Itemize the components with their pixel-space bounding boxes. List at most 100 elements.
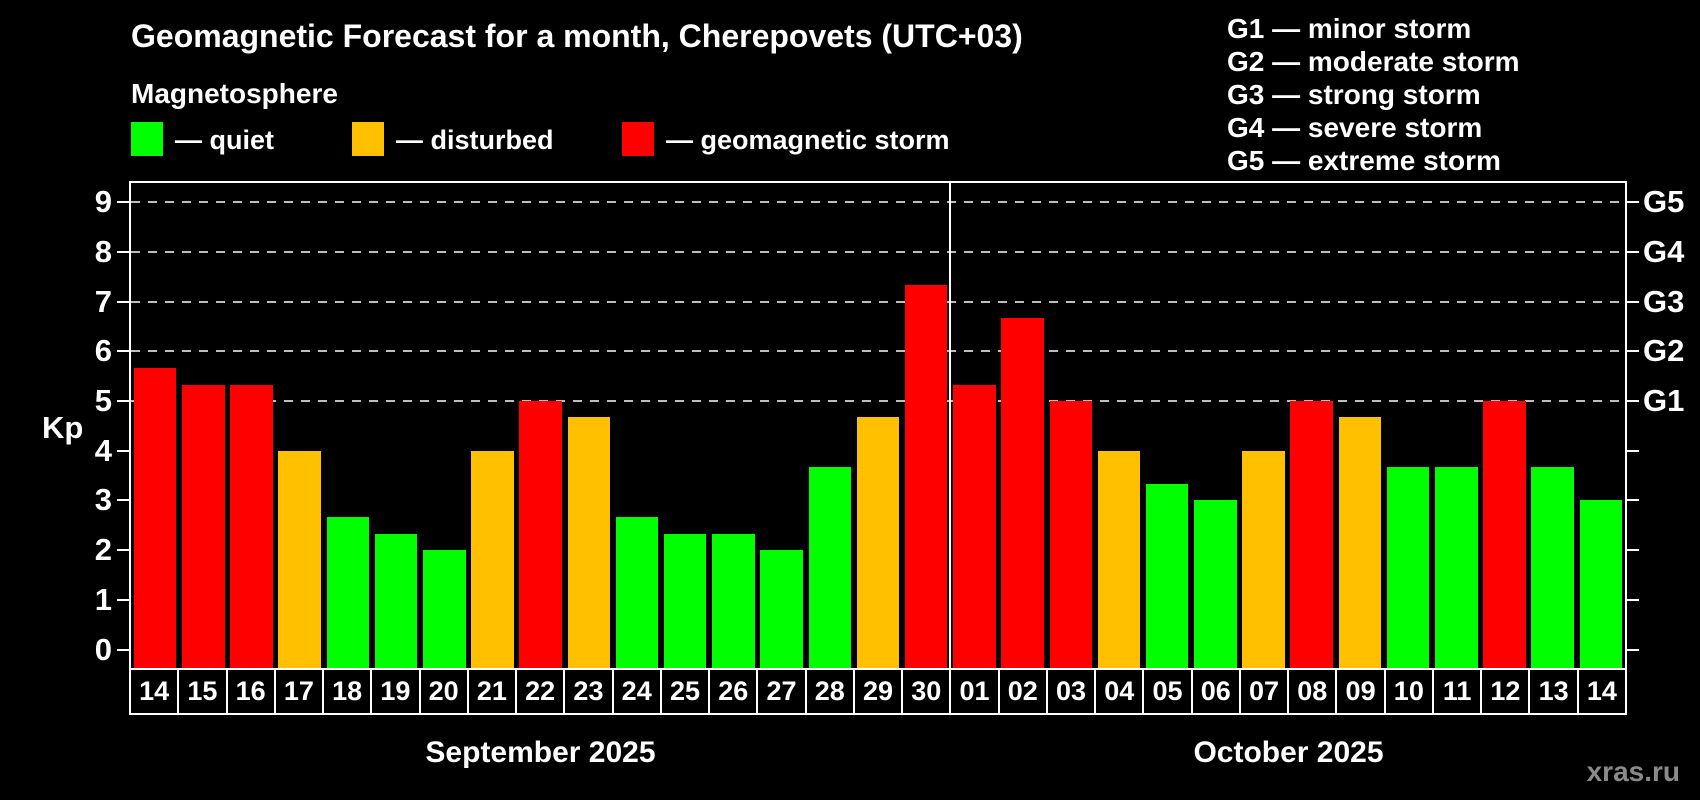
- kp-bar-september-24: [615, 516, 659, 668]
- kp-bar-september-14: [133, 367, 177, 668]
- x-axis-day-september-29: 29: [854, 670, 902, 713]
- kp-bar-september-21: [471, 450, 514, 668]
- kp-bar-october-13: [1531, 467, 1574, 668]
- storm-scale-g1: G1 — minor storm: [1227, 13, 1472, 44]
- kp-bar-september-30: [904, 285, 948, 668]
- y-tick-right-1: [1627, 598, 1639, 601]
- x-axis-day-october-03: 03: [1047, 670, 1095, 713]
- y-tick-right-6: [1627, 350, 1639, 353]
- gridline-kp9: [131, 201, 1625, 204]
- kp-bar-september-28: [808, 467, 852, 668]
- kp-bar-october-07: [1242, 450, 1285, 668]
- storm-legend-label: — geomagnetic storm: [666, 125, 950, 155]
- x-axis-day-october-12: 12: [1482, 670, 1529, 713]
- x-axis-day-september-22: 22: [517, 670, 564, 713]
- x-axis-day-september-21: 21: [468, 670, 516, 713]
- y-tick-right-5: [1627, 400, 1639, 402]
- gridline-kp8: [131, 250, 1625, 253]
- quiet-legend-swatch: [131, 122, 163, 156]
- y-axis-label-5: 5: [94, 383, 112, 418]
- y-tick-left-1: [117, 598, 129, 601]
- x-axis-day-september-14: 14: [131, 670, 178, 713]
- storm-scale-g2: G2 — moderate storm: [1227, 46, 1520, 77]
- disturbed-legend-label: — disturbed: [396, 125, 554, 155]
- x-axis-day-september-24: 24: [613, 670, 660, 713]
- kp-bar-september-18: [326, 516, 370, 668]
- kp-bar-september-25: [663, 533, 707, 668]
- kp-bar-september-23: [567, 417, 611, 668]
- storm-scale-legend: G1 — minor storm G2 — moderate storm G3 …: [1227, 12, 1520, 177]
- storm-scale-g3: G3 — strong storm: [1227, 79, 1481, 110]
- y-axis-label-7: 7: [94, 283, 112, 319]
- kp-bar-october-09: [1338, 417, 1382, 668]
- kp-bar-september-15: [182, 384, 225, 668]
- y-axis-label-1: 1: [94, 581, 112, 617]
- kp-bar-september-29: [856, 417, 900, 668]
- y-tick-left-0: [117, 648, 129, 651]
- x-axis-day-september-28: 28: [806, 670, 853, 713]
- x-axis-day-september-25: 25: [661, 670, 709, 713]
- x-axis-day-september-17: 17: [275, 670, 323, 713]
- kp-bar-october-01: [953, 384, 996, 668]
- y-tick-right-4: [1627, 449, 1639, 452]
- x-axis-day-september-18: 18: [324, 670, 371, 713]
- y-tick-right-8: [1627, 250, 1639, 253]
- kp-bar-october-03: [1049, 401, 1093, 668]
- y-tick-right-0: [1627, 648, 1639, 651]
- x-axis-day-october-02: 02: [999, 670, 1046, 713]
- y-tick-left-5: [117, 400, 129, 402]
- x-axis-day-october-08: 08: [1289, 670, 1336, 713]
- storm-legend-swatch: [622, 122, 654, 156]
- gridline-kp7: [131, 300, 1625, 303]
- y-axis-label-0: 0: [94, 631, 112, 667]
- storm-scale-g5: G5 — extreme storm: [1227, 145, 1501, 176]
- y-axis-label-9: 9: [94, 184, 112, 220]
- kp-bar-september-22: [519, 401, 562, 668]
- y-tick-left-4: [117, 449, 129, 452]
- x-axis-day-october-13: 13: [1530, 670, 1577, 713]
- y-axis-label-4: 4: [94, 432, 112, 468]
- month-label-october: October 2025: [1193, 736, 1384, 769]
- y-tick-left-6: [117, 350, 129, 353]
- y-tick-left-7: [117, 300, 129, 303]
- month-label-september: September 2025: [425, 736, 656, 769]
- kp-bar-september-19: [374, 533, 418, 668]
- kp-bar-october-04: [1097, 450, 1141, 668]
- x-axis-day-october-10: 10: [1385, 670, 1432, 713]
- x-axis-day-september-26: 26: [710, 670, 757, 713]
- x-axis-day-october-06: 06: [1192, 670, 1239, 713]
- gridline-kp5: [131, 400, 1625, 402]
- chart-subtitle: Magnetosphere: [131, 78, 338, 109]
- kp-bar-october-02: [1001, 318, 1044, 668]
- x-axis-day-september-15: 15: [179, 670, 226, 713]
- kp-bar-september-27: [760, 550, 803, 668]
- x-axis-day-october-05: 05: [1144, 670, 1191, 713]
- right-axis-label-g2: G2: [1643, 333, 1685, 369]
- x-axis-day-september-16: 16: [227, 670, 274, 713]
- kp-bar-october-14: [1579, 500, 1623, 668]
- y-tick-right-9: [1627, 201, 1639, 204]
- kp-bar-september-20: [423, 550, 466, 668]
- x-axis-day-september-23: 23: [565, 670, 612, 713]
- right-axis-label-g3: G3: [1643, 283, 1685, 319]
- x-axis-day-october-07: 07: [1240, 670, 1288, 713]
- month-separator-line: [949, 183, 952, 668]
- y-axis-label-8: 8: [94, 233, 112, 269]
- watermark: xras.ru: [1586, 756, 1680, 787]
- x-axis-day-october-04: 04: [1096, 670, 1143, 713]
- right-axis-label-g1: G1: [1643, 383, 1685, 418]
- disturbed-legend-swatch: [352, 122, 384, 156]
- x-axis-day-september-19: 19: [372, 670, 419, 713]
- kp-bar-september-26: [712, 533, 755, 668]
- x-axis-day-row: 14 15 16 17 18 19 20 21 22 23 24 25 26 27 28 29 30 01 02 03…: [129, 668, 1627, 715]
- storm-scale-g4: G4 — severe storm: [1227, 112, 1483, 143]
- kp-bar-october-10: [1386, 467, 1430, 668]
- kp-bar-october-12: [1483, 401, 1526, 668]
- x-axis-day-october-14: 14: [1578, 670, 1625, 713]
- y-tick-left-2: [117, 549, 129, 552]
- y-axis-label-6: 6: [94, 333, 112, 369]
- y-tick-right-3: [1627, 499, 1639, 502]
- right-axis-label-g4: G4: [1643, 233, 1685, 269]
- y-tick-left-8: [117, 250, 129, 253]
